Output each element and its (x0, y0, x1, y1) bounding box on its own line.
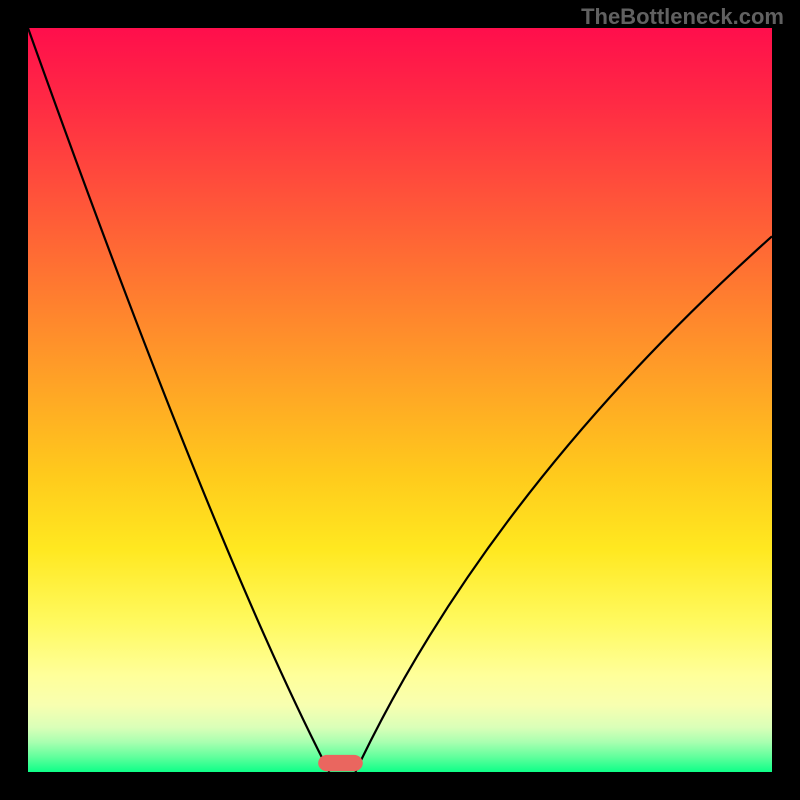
watermark-text: TheBottleneck.com (581, 4, 784, 30)
bottleneck-marker (318, 755, 363, 771)
chart-background (28, 28, 772, 772)
chart-svg (28, 28, 772, 772)
bottleneck-chart (28, 28, 772, 772)
